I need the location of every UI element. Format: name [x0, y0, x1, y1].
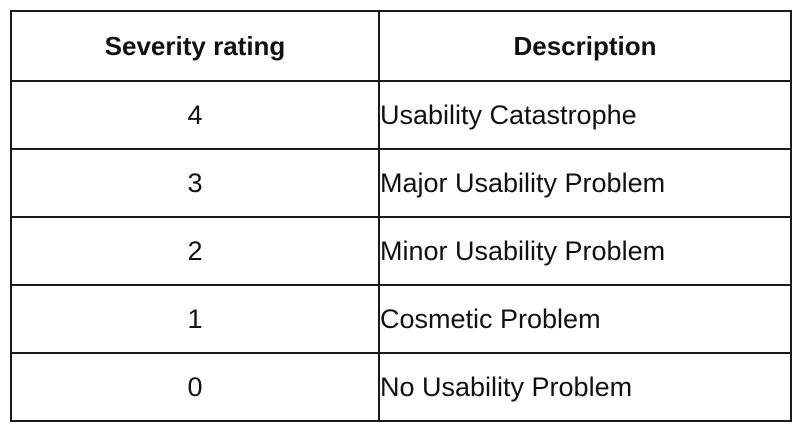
header-description: Description — [378, 10, 792, 82]
table-row: 0 No Usability Problem — [10, 352, 792, 422]
table-row: 1 Cosmetic Problem — [10, 284, 792, 354]
table-header-row: Severity rating Description — [10, 10, 792, 82]
rating-cell: 0 — [10, 352, 380, 422]
rating-cell: 2 — [10, 216, 380, 286]
rating-cell: 4 — [10, 80, 380, 150]
severity-rating-table: Severity rating Description 4 Usability … — [10, 10, 792, 422]
description-cell: Cosmetic Problem — [378, 284, 792, 354]
rating-cell: 1 — [10, 284, 380, 354]
description-cell: Minor Usability Problem — [378, 216, 792, 286]
description-cell: No Usability Problem — [378, 352, 792, 422]
header-severity-rating: Severity rating — [10, 10, 380, 82]
description-cell: Usability Catastrophe — [378, 80, 792, 150]
severity-table-container: Severity rating Description 4 Usability … — [10, 10, 792, 422]
table-row: 2 Minor Usability Problem — [10, 216, 792, 286]
table-row: 3 Major Usability Problem — [10, 148, 792, 218]
table-row: 4 Usability Catastrophe — [10, 80, 792, 150]
rating-cell: 3 — [10, 148, 380, 218]
description-cell: Major Usability Problem — [378, 148, 792, 218]
